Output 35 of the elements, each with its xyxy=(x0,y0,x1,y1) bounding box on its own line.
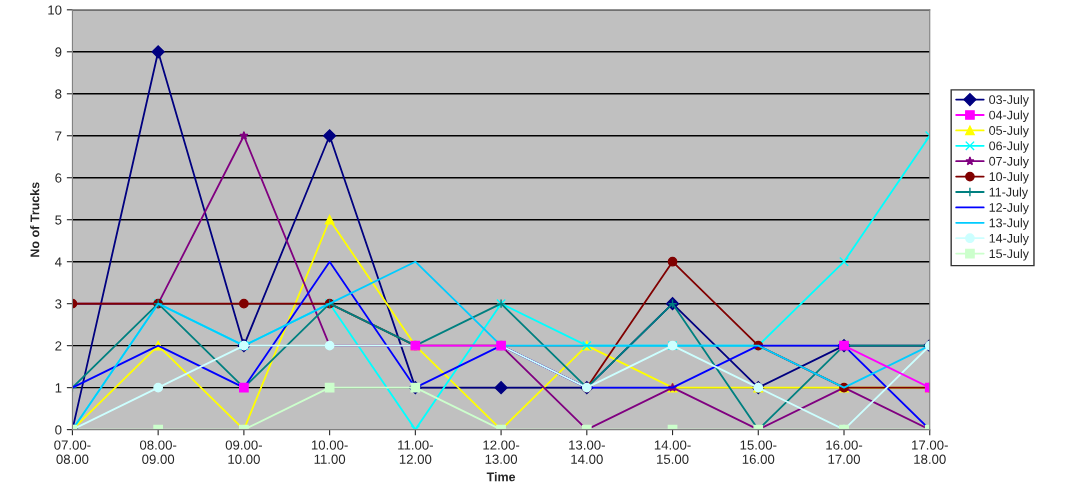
x-tick-label: 09.00-10.00 xyxy=(225,440,263,464)
legend-label: 10-July xyxy=(989,171,1029,184)
legend-label: 12-July xyxy=(989,202,1029,215)
x-tick-label: 10.00-11.00 xyxy=(311,440,348,464)
legend-label: 05-July xyxy=(989,125,1029,138)
y-tick-label: 8 xyxy=(55,89,62,99)
x-tick-label: 08.00-09.00 xyxy=(139,440,177,464)
legend-label: 13-July xyxy=(989,218,1029,230)
x-tick-label: 07.00-08.00 xyxy=(54,440,91,464)
x-tick-label: 13.00-14.00 xyxy=(569,440,605,464)
y-tick-label: 1 xyxy=(55,383,62,393)
x-tick-label: 17.00-18.00 xyxy=(912,440,948,464)
y-axis-title: No of Trucks xyxy=(30,182,40,257)
x-tick-label: 11.00-12.00 xyxy=(398,440,433,464)
legend-label: 15-July xyxy=(989,248,1029,261)
legend-label: 11-July xyxy=(989,187,1029,199)
legend-label: 03-July xyxy=(989,94,1029,107)
y-tick-label: 6 xyxy=(55,173,62,183)
x-tick-label: 12.00-13.00 xyxy=(483,440,520,464)
y-tick-label: 2 xyxy=(55,341,62,351)
y-tick-label: 5 xyxy=(55,215,62,225)
legend-label: 06-July xyxy=(989,141,1029,153)
legend-label: 14-July xyxy=(989,233,1029,246)
y-tick-label: 3 xyxy=(55,299,62,309)
y-tick-label: 4 xyxy=(54,257,62,267)
y-tick-label: 7 xyxy=(55,131,62,141)
y-tick-label: 10 xyxy=(48,5,62,15)
legend-label: 04-July xyxy=(989,110,1029,122)
x-tick-label: 16.00-17.00 xyxy=(826,440,863,464)
x-tick-label: 14.00-15.00 xyxy=(654,440,691,464)
y-tick-label: 0 xyxy=(55,425,62,435)
x-axis-title: Time xyxy=(486,472,516,482)
y-tick-label: 9 xyxy=(55,47,62,57)
legend-label: 07-July xyxy=(989,156,1029,169)
x-tick-label: 15.00-16.00 xyxy=(740,440,777,464)
